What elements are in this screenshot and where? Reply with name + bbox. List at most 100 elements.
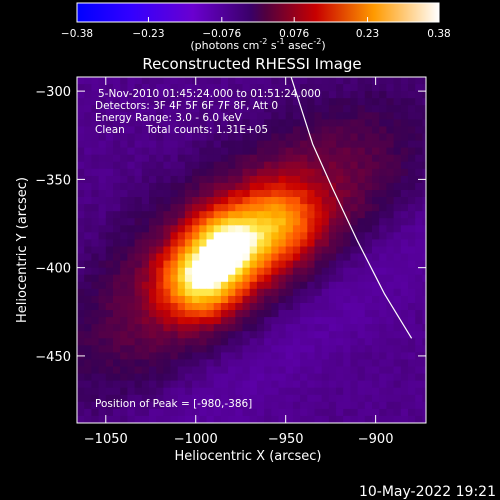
heatmap-cell [264,394,272,403]
heatmap-cell [386,147,395,156]
heatmap-cell [213,246,222,255]
heatmap-cell [177,331,186,339]
heatmap-cell [199,331,208,339]
heatmap-cell [235,98,244,106]
heatmap-cell [206,373,215,382]
heatmap-cell [127,175,136,184]
heatmap-cell [91,295,100,304]
heatmap-cell [350,105,359,113]
heatmap-cell [206,345,215,353]
heatmap-cell [98,112,107,120]
heatmap-cell [141,380,150,389]
heatmap-cell [343,112,351,120]
heatmap-cell [206,218,215,226]
heatmap-cell [292,366,301,375]
y-tick-label: −300 [35,85,71,100]
heatmap-cell [357,317,366,325]
heatmap-cell [84,211,92,219]
heatmap-cell [393,380,402,389]
heatmap-cell [91,126,100,135]
heatmap-cell [285,225,294,233]
heatmap-cell [278,225,287,233]
heatmap-cell [235,84,244,92]
heatmap-cell [213,140,222,149]
heatmap-cell [242,140,251,149]
heatmap-cell [321,373,330,382]
heatmap-cell [220,84,229,92]
heatmap-cell [393,239,402,248]
heatmap-cell [170,415,179,423]
heatmap-cell [120,232,128,240]
heatmap-cell [364,246,373,255]
heatmap-cell [113,105,121,113]
heatmap-cell [379,295,387,304]
heatmap-cell [372,387,380,396]
heatmap-cell [199,295,208,304]
heatmap-cell [163,91,172,99]
heatmap-cell [156,288,164,297]
heatmap-cell [141,387,150,396]
heatmap-cell [314,98,323,106]
heatmap-cell [278,204,287,212]
heatmap-cell [242,197,251,205]
heatmap-cell [84,204,92,212]
heatmap-cell [134,77,143,85]
heatmap-cell [177,161,186,170]
colorbar-tick-label: 0.38 [427,28,450,40]
heatmap-cell [170,359,179,368]
heatmap-cell [228,218,236,226]
heatmap-cell [379,352,387,361]
heatmap-cell [235,211,244,219]
heatmap-cell [357,161,366,170]
heatmap-cell [343,345,351,353]
heatmap-cell [350,267,359,276]
heatmap-cell [156,239,164,248]
heatmap-cell [199,359,208,368]
heatmap-cell [199,303,208,311]
heatmap-cell [256,190,265,198]
heatmap-cell [91,225,100,233]
heatmap-cell [336,338,344,346]
heatmap-cell [213,147,222,156]
heatmap-cell [314,246,323,255]
heatmap-cell [242,98,251,106]
heatmap-cell [393,77,402,85]
heatmap-cell [264,373,272,382]
heatmap-cell [213,119,222,128]
heatmap-cell [84,352,92,361]
heatmap-cell [422,345,426,353]
heatmap-cell [422,288,426,297]
heatmap-cell [91,281,100,290]
heatmap-cell [120,366,128,375]
heatmap-cell [192,91,200,99]
heatmap-cell [242,154,251,163]
heatmap-cell [206,119,215,128]
heatmap-cell [127,140,136,149]
heatmap-cell [91,387,100,396]
heatmap-cell [170,154,179,163]
heatmap-cell [220,303,229,311]
heatmap-cell [249,366,258,375]
heatmap-cell [149,98,157,106]
heatmap-cell [134,373,143,382]
heatmap-cell [415,119,423,128]
heatmap-cell [278,317,287,325]
heatmap-cell [77,77,85,85]
heatmap-cell [228,394,236,403]
heatmap-cell [271,154,280,163]
heatmap-cell [149,161,157,170]
heatmap-cell [292,133,301,142]
heatmap-cell [177,204,186,212]
heatmap-cell [84,295,92,304]
heatmap-cell [206,267,215,276]
heatmap-cell [422,133,426,142]
heatmap-cell [199,281,208,290]
heatmap-cell [364,133,373,142]
heatmap-cell [199,394,208,403]
heatmap-cell [386,232,395,240]
heatmap-cell [177,225,186,233]
heatmap-cell [242,105,251,113]
heatmap-cell [372,317,380,325]
heatmap-cell [422,295,426,304]
heatmap-cell [127,218,136,226]
